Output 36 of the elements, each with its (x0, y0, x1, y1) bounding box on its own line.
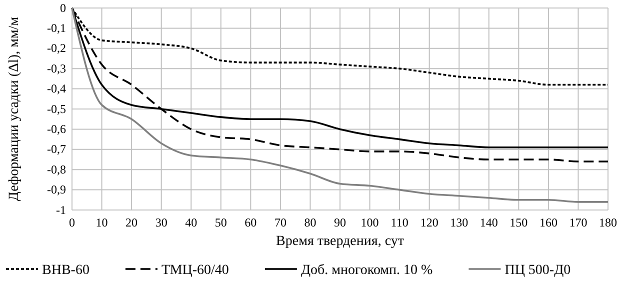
x-tick-label: 110 (390, 216, 408, 230)
y-tick-label: -0,2 (47, 41, 66, 56)
x-tick-label: 50 (214, 216, 227, 230)
x-tick-label: 100 (360, 216, 379, 230)
x-tick-label: 130 (450, 216, 468, 230)
x-tick-label: 80 (304, 216, 316, 230)
x-tick-label: 160 (539, 216, 558, 230)
y-tick-label: -0,8 (47, 162, 66, 176)
legend-label: ВНВ-60 (42, 263, 90, 278)
y-tick-label: 0 (60, 0, 66, 15)
x-tick-label: 20 (126, 216, 138, 230)
x-tick-label: 120 (420, 216, 438, 230)
x-tick-label: 150 (510, 216, 528, 230)
y-tick-label: -0,6 (47, 122, 66, 136)
legend-label: ТМЦ-60/40 (161, 263, 229, 278)
x-tick-label: 60 (244, 216, 257, 230)
x-tick-label: 0 (69, 216, 75, 230)
x-tick-label: 40 (185, 216, 198, 230)
x-tick-label: 70 (274, 216, 286, 230)
legend-label: ПЦ 500-Д0 (504, 263, 571, 278)
x-tick-label: 170 (569, 216, 588, 230)
y-tick-label: -1 (56, 202, 66, 217)
x-tick-label: 140 (480, 216, 498, 230)
x-tick-label: 10 (96, 216, 108, 230)
x-tick-label: 30 (155, 216, 168, 230)
y-tick-label: -0,5 (47, 102, 66, 116)
y-tick-label: -0,1 (47, 21, 66, 36)
x-axis-title: Время твердения, сут (276, 234, 404, 249)
y-tick-label: -0,4 (47, 82, 66, 96)
x-tick-label: 180 (599, 216, 617, 230)
y-axis-title: Деформации усадки (Δl), мм/м (7, 16, 22, 202)
x-tick-label: 90 (334, 216, 346, 230)
y-tick-label: -0,7 (47, 142, 66, 156)
y-tick-label: -0,9 (47, 182, 66, 197)
y-tick-label: -0,3 (47, 61, 66, 76)
legend-label: Доб. многокомп. 10 % (300, 263, 434, 278)
